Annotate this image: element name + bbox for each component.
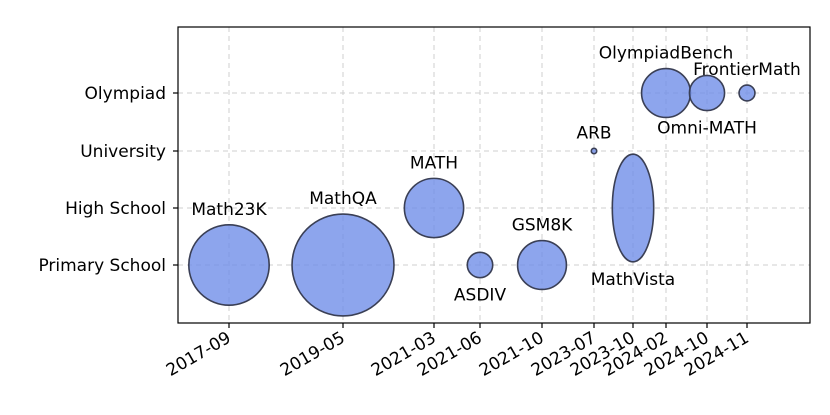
y-tick-label: High School <box>65 199 166 219</box>
bubble-layer <box>188 67 756 317</box>
x-tick-label: 2017-09 <box>163 328 235 381</box>
y-tick-label: Primary School <box>38 256 166 276</box>
bubble-label-omni-math: Omni-MATH <box>657 119 757 139</box>
bubble-label-math: MATH <box>410 153 458 173</box>
bubble-label-mathvista: MathVista <box>591 270 675 290</box>
y-tick-label: University <box>80 142 166 162</box>
bubble-mathvista <box>611 153 655 263</box>
plot-frame <box>177 26 811 324</box>
bubble-mathqa <box>291 213 395 317</box>
bubble-label-arb: ARB <box>576 123 611 143</box>
bubble-label-math23k: Math23K <box>191 200 267 220</box>
bubble-frontiermath <box>738 84 756 102</box>
bubble-label-layer: Math23K MathQA MATH ASDIV GSM8K ARB MathVista O… <box>191 44 801 306</box>
bubble-label-frontiermath: FrontierMath <box>693 60 801 80</box>
bubble-arb <box>590 147 598 155</box>
bubble-omni-math <box>688 74 726 112</box>
x-tick-label: 2019-05 <box>277 328 349 381</box>
bubble-math23k <box>188 224 270 306</box>
bubble-asdiv <box>466 251 494 279</box>
y-tick-label: Olympiad <box>85 84 166 104</box>
bubble-math <box>403 177 465 239</box>
bubble-label-gsm8k: GSM8K <box>512 216 573 236</box>
bubble-label-asdiv: ASDIV <box>454 286 507 306</box>
bubble-gsm8k <box>516 239 568 291</box>
bubble-label-olympiadbench: OlympiadBench <box>599 44 733 64</box>
bubble-olympiadbench <box>640 67 692 119</box>
bubble-label-mathqa: MathQA <box>309 189 377 209</box>
